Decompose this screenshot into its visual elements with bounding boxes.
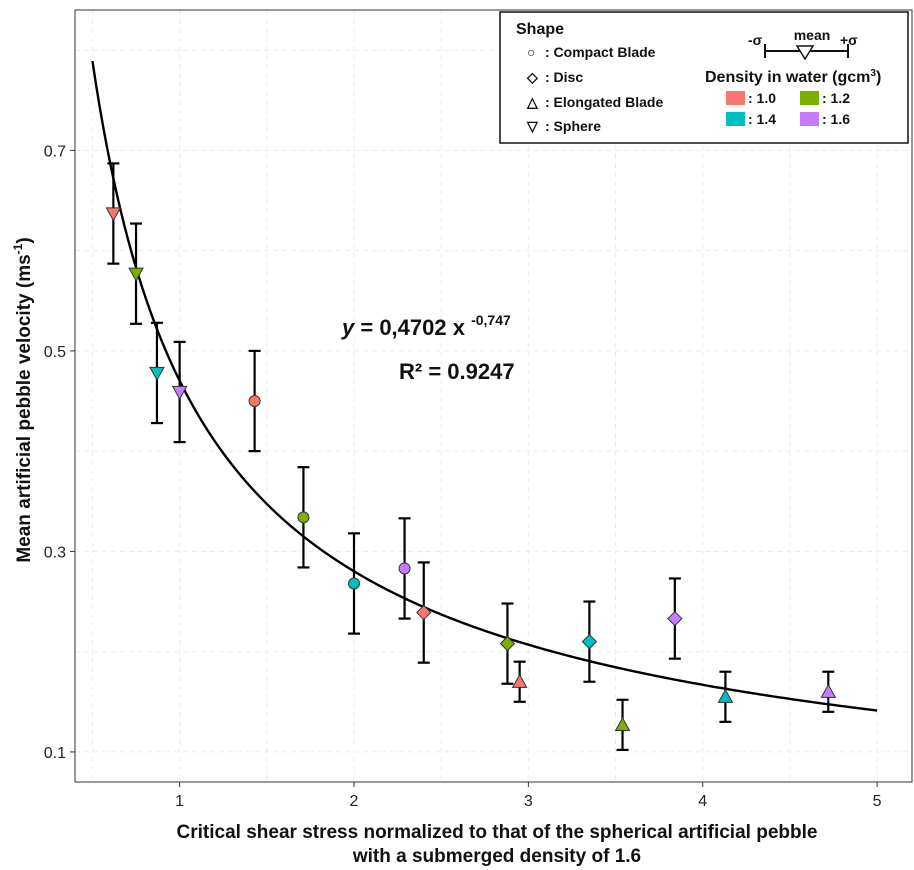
y-axis-title-close: ) [14,237,35,243]
legend-density-title-close: ) [876,69,881,86]
x-tick-label: 1 [175,793,184,810]
legend-shape-label-compact: : Compact Blade [545,44,656,60]
plot-border [74,9,913,783]
error-bars [107,162,835,752]
point-sphere [128,267,144,282]
legend-density-label-1-2: : 1.2 [822,90,850,106]
x-tick-label: 3 [524,793,533,810]
x-tick-label: 5 [873,793,882,810]
y-axis-title: Mean artificial pebble velocity (ms-1) [11,237,35,562]
legend: Shape ○ : Compact Blade ◇ : Disc △ : Elo… [499,11,909,144]
y-tick-label: 0.1 [44,745,66,762]
legend-density-title: Density in water (gcm3) [705,68,881,86]
y-tick-label: 0.5 [44,344,66,361]
legend-density-label-1-6: : 1.6 [822,111,850,127]
point-elongated-blade [614,716,631,731]
fit-curve [91,60,878,712]
point-disc [581,633,598,650]
legend-density-title-main: Density in water (gcm [705,69,870,86]
legend-box [499,11,909,144]
fit-equation-y: y [341,315,356,340]
point-disc [667,610,683,627]
fit-equation-exponent: -0,747 [471,312,511,328]
point-compact-blade [398,562,411,575]
point-elongated-blade [511,673,528,688]
y-axis-title-sup: -1 [11,243,25,254]
legend-density-swatch-1-4 [726,112,745,126]
legend-density-swatch-1-6 [800,112,819,126]
legend-density-title-sup: 3 [870,68,876,79]
fit-equation-body: = 0,4702 x [354,315,471,340]
point-elongated-blade [717,688,734,703]
x-axis-title-line2: with a submerged density of 1.6 [352,846,641,867]
legend-shape-title: Shape [516,21,564,38]
legend-shape-symbol-sphere: ▽ [526,118,539,134]
legend-density-swatch-1-0 [726,91,745,105]
x-axis-title-line1: Critical shear stress normalized to that… [177,822,818,843]
legend-mean-label: mean [794,27,831,43]
fit-curve-group [91,60,878,712]
point-compact-blade [248,395,261,408]
data-points [105,207,837,731]
x-tick-label: 4 [698,793,707,810]
legend-density-swatch-1-2 [800,91,819,105]
x-ticks: 1 2 3 4 5 [175,782,882,810]
point-sphere [171,385,188,401]
point-sphere [105,207,122,222]
fit-r-squared: R² = 0.9247 [399,359,515,384]
point-sphere [149,366,165,381]
legend-sigma-minus: -σ [748,32,763,48]
point-disc [416,604,432,621]
legend-mean-marker [795,45,815,61]
fit-equation: y = 0,4702 x -0,747 [341,312,511,340]
legend-shape-label-sphere: : Sphere [545,118,601,134]
x-tick-label: 2 [350,793,359,810]
legend-density-label-1-0: : 1.0 [748,90,776,106]
legend-shape-symbol-disc: ◇ [526,69,539,85]
legend-sigma-plus: +σ [840,32,858,48]
y-axis-title-main: Mean artificial pebble velocity (ms [14,254,35,562]
point-disc [499,635,516,652]
legend-shape-symbol-compact: ○ [527,44,535,60]
y-tick-label: 0.3 [44,544,66,561]
point-elongated-blade [820,683,837,698]
y-tick-label: 0.7 [44,143,66,160]
point-compact-blade [348,577,360,590]
legend-density-label-1-4: : 1.4 [748,111,776,127]
point-compact-blade [297,511,310,524]
legend-shape-label-elongated: : Elongated Blade [545,94,663,110]
legend-shape-label-disc: : Disc [545,69,583,85]
legend-shape-symbol-elongated: △ [526,94,539,110]
y-ticks: 0.1 0.3 0.5 0.7 [44,143,75,762]
